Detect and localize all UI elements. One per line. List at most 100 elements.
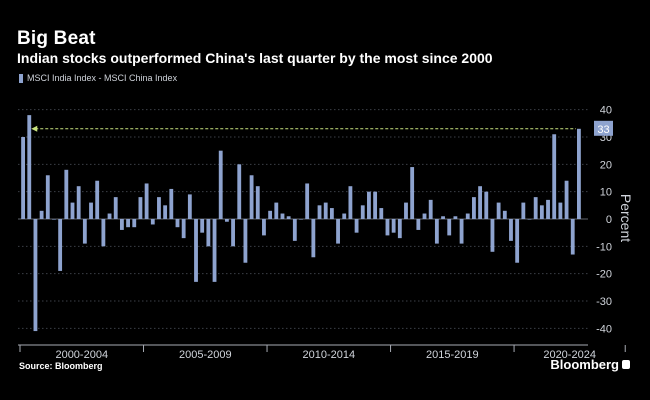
bar [416,219,421,230]
bar [33,219,38,332]
bar [249,175,254,219]
bar [570,219,575,255]
x-tick-label: 2005-2009 [179,349,232,361]
x-axis: 2000-2004 2005-2009 2010-2014 2015-2019 2020… [18,344,626,361]
bar [539,205,544,219]
bar [274,202,279,219]
bar [70,202,75,219]
bar [459,219,464,244]
y-axis-label: Percent [618,194,634,242]
arrow-head-icon [31,125,38,132]
bar [64,169,69,219]
legend: MSCI India Index - MSCI China Index [19,73,177,83]
bar [533,197,538,219]
bar [163,205,168,219]
bar [52,219,56,220]
bar [329,208,334,219]
bar [268,210,273,219]
bar [45,175,50,219]
bar [305,183,310,219]
bar [39,210,44,219]
legend-swatch [19,73,23,83]
y-tick-label: 20 [600,159,612,171]
bar [206,219,211,247]
x-tick-label: 2000-2004 [55,349,108,361]
bar [231,219,235,247]
bar [119,219,124,230]
bar [243,219,248,263]
bar [410,167,415,219]
bar [21,137,25,219]
bar [280,213,285,219]
bar [391,219,396,233]
x-tick-label: 2020-2024 [543,349,596,361]
y-tick-label: -30 [596,296,612,308]
bar [107,213,112,219]
bar [360,205,365,219]
bar [89,202,93,219]
bar [373,191,378,219]
grid-lines [18,109,588,329]
bar [447,219,452,236]
bar [367,191,371,219]
bar [546,199,550,219]
bar [126,219,130,228]
y-tick-label: -10 [596,241,612,253]
bar [194,219,198,282]
chart-title: Big Beat [17,28,96,49]
bar [76,186,81,219]
bar [101,219,106,247]
bar [484,191,489,219]
bars [21,115,581,332]
bar [527,219,532,220]
bar [82,219,87,244]
bar [348,186,353,219]
bar [564,180,569,219]
bar [478,186,483,219]
bar [422,213,427,219]
bar [465,213,470,219]
bar [317,205,322,219]
bar [175,219,180,228]
bar [515,219,520,263]
bar [558,202,563,219]
y-tick-label: 10 [600,187,612,199]
bar [490,219,495,252]
y-tick-label: 0 [606,214,612,226]
bar [299,219,303,220]
x-tick-label: 2010-2014 [302,349,355,361]
bar [509,219,513,241]
bar [150,219,155,225]
bar [95,180,100,219]
bar [224,219,229,222]
bar [200,219,205,233]
bar [342,213,347,219]
bar [354,219,359,233]
source-note: Source: Bloomberg [19,361,103,371]
bar [262,219,266,236]
bar [496,202,501,219]
y-tick-label: -40 [596,323,612,335]
y-tick-label: -20 [596,269,612,281]
brand-label: Bloomberg [550,357,619,372]
bar [379,208,384,219]
bar [441,216,445,219]
bar [169,188,174,219]
callout: 33 [594,120,613,136]
brand-logo: Bloomberg [550,357,630,372]
bar [27,115,32,219]
bar [157,197,161,219]
bloomberg-logo-icon [622,360,630,369]
bar [385,219,390,236]
bar [218,150,223,219]
chart-subtitle: Indian stocks outperformed China's last … [17,50,493,66]
bar [292,219,297,241]
bar [397,219,402,239]
bar [187,194,192,219]
bar [404,202,408,219]
bar [577,128,581,219]
callout-value: 33 [597,124,609,136]
bar [434,219,439,244]
